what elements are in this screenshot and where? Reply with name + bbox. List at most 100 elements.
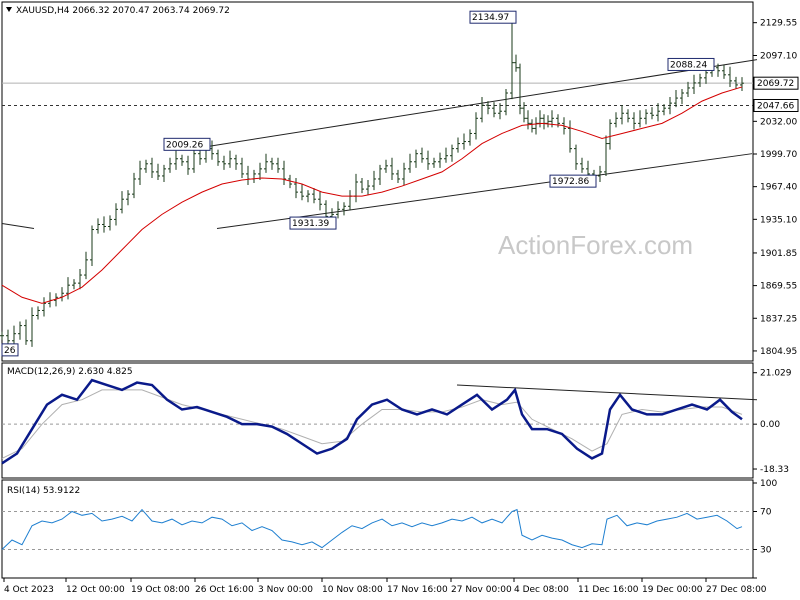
price-bar [518, 63, 522, 115]
rsi-panel-frame [1, 479, 754, 579]
price-bar [198, 149, 202, 165]
price-bar [342, 202, 346, 216]
macd-signal-line [1, 389, 743, 459]
x-tick-label: 19 Dec 00:00 [642, 585, 703, 595]
price-bar [722, 64, 726, 79]
x-tick-label: 4 Dec 08:00 [514, 585, 569, 595]
price-bar [18, 321, 22, 340]
price-bar [66, 277, 70, 300]
price-bar [438, 152, 442, 168]
price-bar [186, 155, 190, 175]
price-bar [674, 89, 678, 108]
x-tick-label: 12 Oct 00:00 [66, 585, 125, 595]
left-trend-line [1, 222, 35, 230]
price-bar [228, 150, 232, 168]
price-bar [150, 157, 154, 178]
price-tick-label: 2032.00 [760, 117, 797, 127]
price-axis: 2129.55 2097.10 2032.00 1999.70 1967.40 1935.… [753, 19, 797, 357]
x-tick-label: 10 Nov 08:00 [322, 585, 383, 595]
price-annotation-label: 2134.97 [472, 13, 509, 23]
price-bar [420, 147, 424, 163]
price-bar [36, 306, 40, 320]
price-tags: 2069.72 2047.66 [753, 76, 799, 112]
price-bar [668, 97, 672, 115]
price-bar [24, 319, 28, 345]
macd-panel-frame [1, 362, 754, 479]
price-bar [162, 164, 166, 183]
price-bar [626, 109, 630, 123]
price-bar [294, 177, 298, 199]
triangle-icon [6, 7, 12, 12]
price-panel-frame [1, 1, 754, 362]
price-bar [468, 129, 472, 146]
price-bar [270, 157, 274, 170]
support-level-tag: 2047.66 [753, 98, 799, 112]
price-bar [258, 162, 262, 180]
price-bar [644, 109, 648, 125]
price-bar [0, 331, 4, 340]
price-bar [728, 66, 732, 87]
rsi-line [1, 508, 743, 550]
price-bar [120, 191, 124, 214]
price-bar [390, 157, 394, 180]
price-bar [462, 133, 466, 150]
price-bar [312, 188, 316, 204]
price-bar [680, 88, 684, 105]
price-bar [90, 225, 94, 266]
price-annotation: 1931.39 [289, 216, 337, 230]
moving-average-line [1, 86, 743, 304]
price-annotation: 2009.26 [163, 137, 211, 151]
price-bar [114, 203, 118, 226]
macd-trend-line [456, 384, 758, 401]
price-tick-label: 1869.55 [760, 282, 797, 292]
x-axis: 4 Oct 2023 12 Oct 00:00 19 Oct 08:00 26 Oct… [3, 578, 767, 595]
price-bar [568, 120, 572, 153]
price-bar [156, 163, 160, 180]
watermark: ActionForex.com [498, 230, 693, 260]
price-bar [574, 144, 578, 170]
price-bar [716, 63, 720, 77]
price-series [0, 17, 744, 347]
chart-header: XAUUSD,H4 2066.32 2070.47 2063.74 2069.7… [6, 6, 230, 16]
x-tick-label: 27 Nov 00:00 [451, 585, 512, 595]
price-bar [30, 307, 34, 347]
price-bar [408, 153, 412, 173]
macd-series [1, 378, 758, 465]
price-annotation: 26 [1, 343, 19, 357]
price-bar [96, 218, 100, 234]
price-bar [492, 102, 496, 118]
price-bar [498, 103, 502, 120]
price-tick-label: 1837.25 [760, 314, 797, 324]
price-bar [42, 297, 46, 317]
price-bar [698, 73, 702, 87]
price-bar [54, 293, 58, 307]
price-annotation: 2088.24 [667, 57, 715, 71]
price-bar [620, 105, 624, 125]
support-level-tag-label: 2047.66 [757, 101, 794, 111]
price-bar [336, 201, 340, 219]
x-tick-label: 17 Nov 16:00 [387, 585, 448, 595]
price-tick-label: 2129.55 [760, 19, 797, 29]
x-tick-label: 27 Dec 08:00 [706, 585, 767, 595]
price-bar [480, 97, 484, 123]
price-bar [608, 119, 612, 150]
macd-title: MACD(12,26,9) 2.630 4.825 [7, 367, 133, 377]
price-bar [240, 157, 244, 178]
macd-tick-label: 21.029 [760, 369, 792, 379]
price-bar [514, 54, 518, 72]
price-bar [372, 170, 376, 191]
price-tick-label: 1804.95 [760, 347, 797, 357]
price-bar [306, 190, 310, 203]
macd-main-line [1, 378, 743, 465]
price-bar [686, 81, 690, 98]
price-annotations: 2134.97 2088.24 2009.26 1972.86 1931.39 26 [1, 10, 715, 357]
price-bar [530, 119, 534, 133]
rsi-axis: 100 70 30 [2, 479, 777, 579]
price-tick-label: 1935.10 [760, 215, 797, 225]
price-annotation-label: 26 [4, 346, 16, 356]
macd-tick-label: -18.33 [760, 465, 789, 475]
x-tick-label: 19 Oct 08:00 [131, 585, 190, 595]
price-bar [84, 251, 88, 280]
price-annotation: 2134.97 [469, 10, 517, 24]
price-annotation-label: 2088.24 [670, 60, 707, 70]
